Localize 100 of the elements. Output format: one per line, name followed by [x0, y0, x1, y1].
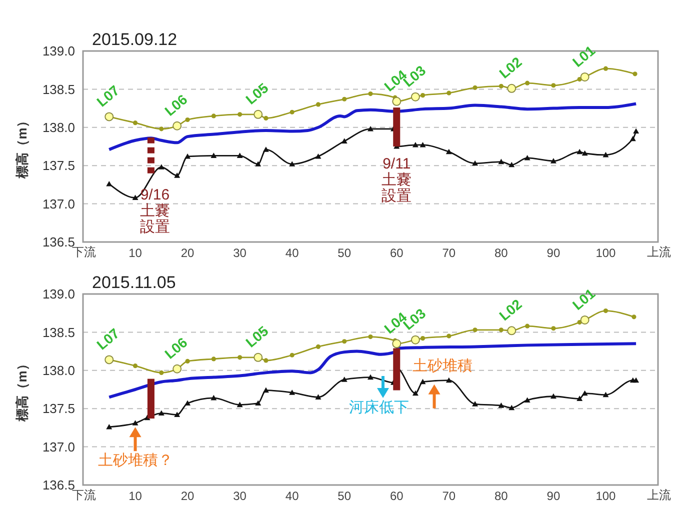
text: 上流	[647, 245, 671, 259]
point	[392, 96, 402, 106]
point	[236, 402, 243, 408]
point	[420, 378, 426, 384]
data-label: L05	[242, 80, 272, 108]
point	[633, 128, 640, 134]
point	[238, 112, 242, 117]
point	[341, 376, 348, 382]
point	[342, 339, 347, 344]
y-tick-label: 136.5	[42, 234, 75, 250]
point	[524, 397, 530, 402]
x-tick-label: 100	[596, 246, 616, 260]
point	[106, 424, 112, 430]
point	[498, 84, 504, 88]
point	[632, 72, 638, 76]
point	[551, 326, 556, 331]
point	[368, 374, 374, 380]
point	[158, 164, 164, 170]
point	[184, 400, 191, 406]
point	[472, 160, 478, 166]
annotation: 9/11 土嚢設置	[382, 156, 412, 204]
point	[582, 150, 588, 156]
point	[420, 142, 426, 148]
y-tick-label: 137.0	[42, 196, 75, 212]
point	[211, 356, 216, 362]
point	[507, 326, 516, 336]
x-tick-label: 40	[285, 246, 300, 260]
point	[498, 328, 504, 332]
point	[264, 116, 268, 121]
point	[498, 402, 504, 408]
data-label: L05	[242, 322, 272, 350]
x-tick-label: 50	[338, 246, 352, 260]
y-tick-label: 138.5	[42, 324, 75, 340]
point	[582, 390, 588, 396]
point	[255, 161, 262, 166]
point	[507, 84, 516, 93]
point	[342, 96, 347, 102]
point	[315, 153, 322, 159]
chart-title: 2015.09.12	[92, 30, 178, 50]
point	[174, 172, 180, 178]
point	[254, 110, 263, 119]
point	[289, 390, 296, 395]
point	[412, 142, 418, 148]
point	[525, 80, 530, 86]
point	[236, 152, 243, 158]
point	[551, 83, 556, 88]
point	[603, 308, 608, 314]
x-tick-label: 80	[494, 489, 508, 503]
x-tick-label: 30	[233, 489, 247, 503]
point	[158, 410, 164, 416]
point	[132, 194, 138, 200]
x-tick-label: 50	[338, 489, 352, 503]
x-tick-label: 60	[390, 489, 404, 503]
point	[410, 92, 420, 102]
point	[289, 161, 296, 166]
point	[508, 404, 515, 410]
x-tick-label: 60	[390, 246, 404, 260]
annotation: 9/16 土嚢設置	[140, 186, 170, 236]
point	[254, 352, 263, 362]
x-tick-label: 20	[180, 489, 195, 503]
y-tick-label: 136.5	[42, 478, 75, 493]
point	[630, 136, 636, 142]
point	[104, 355, 114, 364]
point	[602, 152, 609, 158]
point	[159, 126, 164, 132]
y-tick-label: 139.0	[42, 44, 75, 59]
point	[159, 370, 164, 375]
point	[368, 334, 373, 340]
point	[264, 358, 268, 363]
data-label: L02	[496, 54, 525, 82]
y-tick-label: 137.0	[42, 439, 75, 454]
x-tick-label: 40	[285, 489, 300, 503]
data-label: L07	[94, 82, 122, 110]
point	[580, 315, 590, 324]
point	[525, 324, 530, 328]
point	[210, 394, 217, 400]
point	[446, 148, 452, 154]
y-axis-title: 標高（m）	[14, 114, 30, 180]
x-tick-label: 80	[494, 246, 508, 260]
point	[446, 90, 452, 96]
point	[392, 339, 402, 348]
x-tick-label: 30	[233, 246, 247, 260]
point	[174, 412, 180, 418]
point	[633, 377, 640, 383]
y-tick-label: 138.0	[42, 120, 75, 136]
data-label: L06	[161, 334, 190, 362]
point	[132, 420, 138, 426]
y-tick-label: 137.5	[42, 401, 75, 416]
point	[632, 314, 636, 320]
x-tick-label: 70	[442, 489, 456, 503]
point	[412, 390, 418, 396]
data-label: L01	[569, 42, 598, 70]
point	[472, 328, 478, 332]
y-tick-label: 137.5	[42, 158, 75, 174]
point	[472, 401, 478, 406]
point	[341, 138, 348, 144]
chart-title: 2015.11.05	[92, 273, 176, 293]
x-tick-label: 90	[546, 246, 560, 260]
point	[104, 112, 114, 122]
point	[446, 377, 452, 383]
